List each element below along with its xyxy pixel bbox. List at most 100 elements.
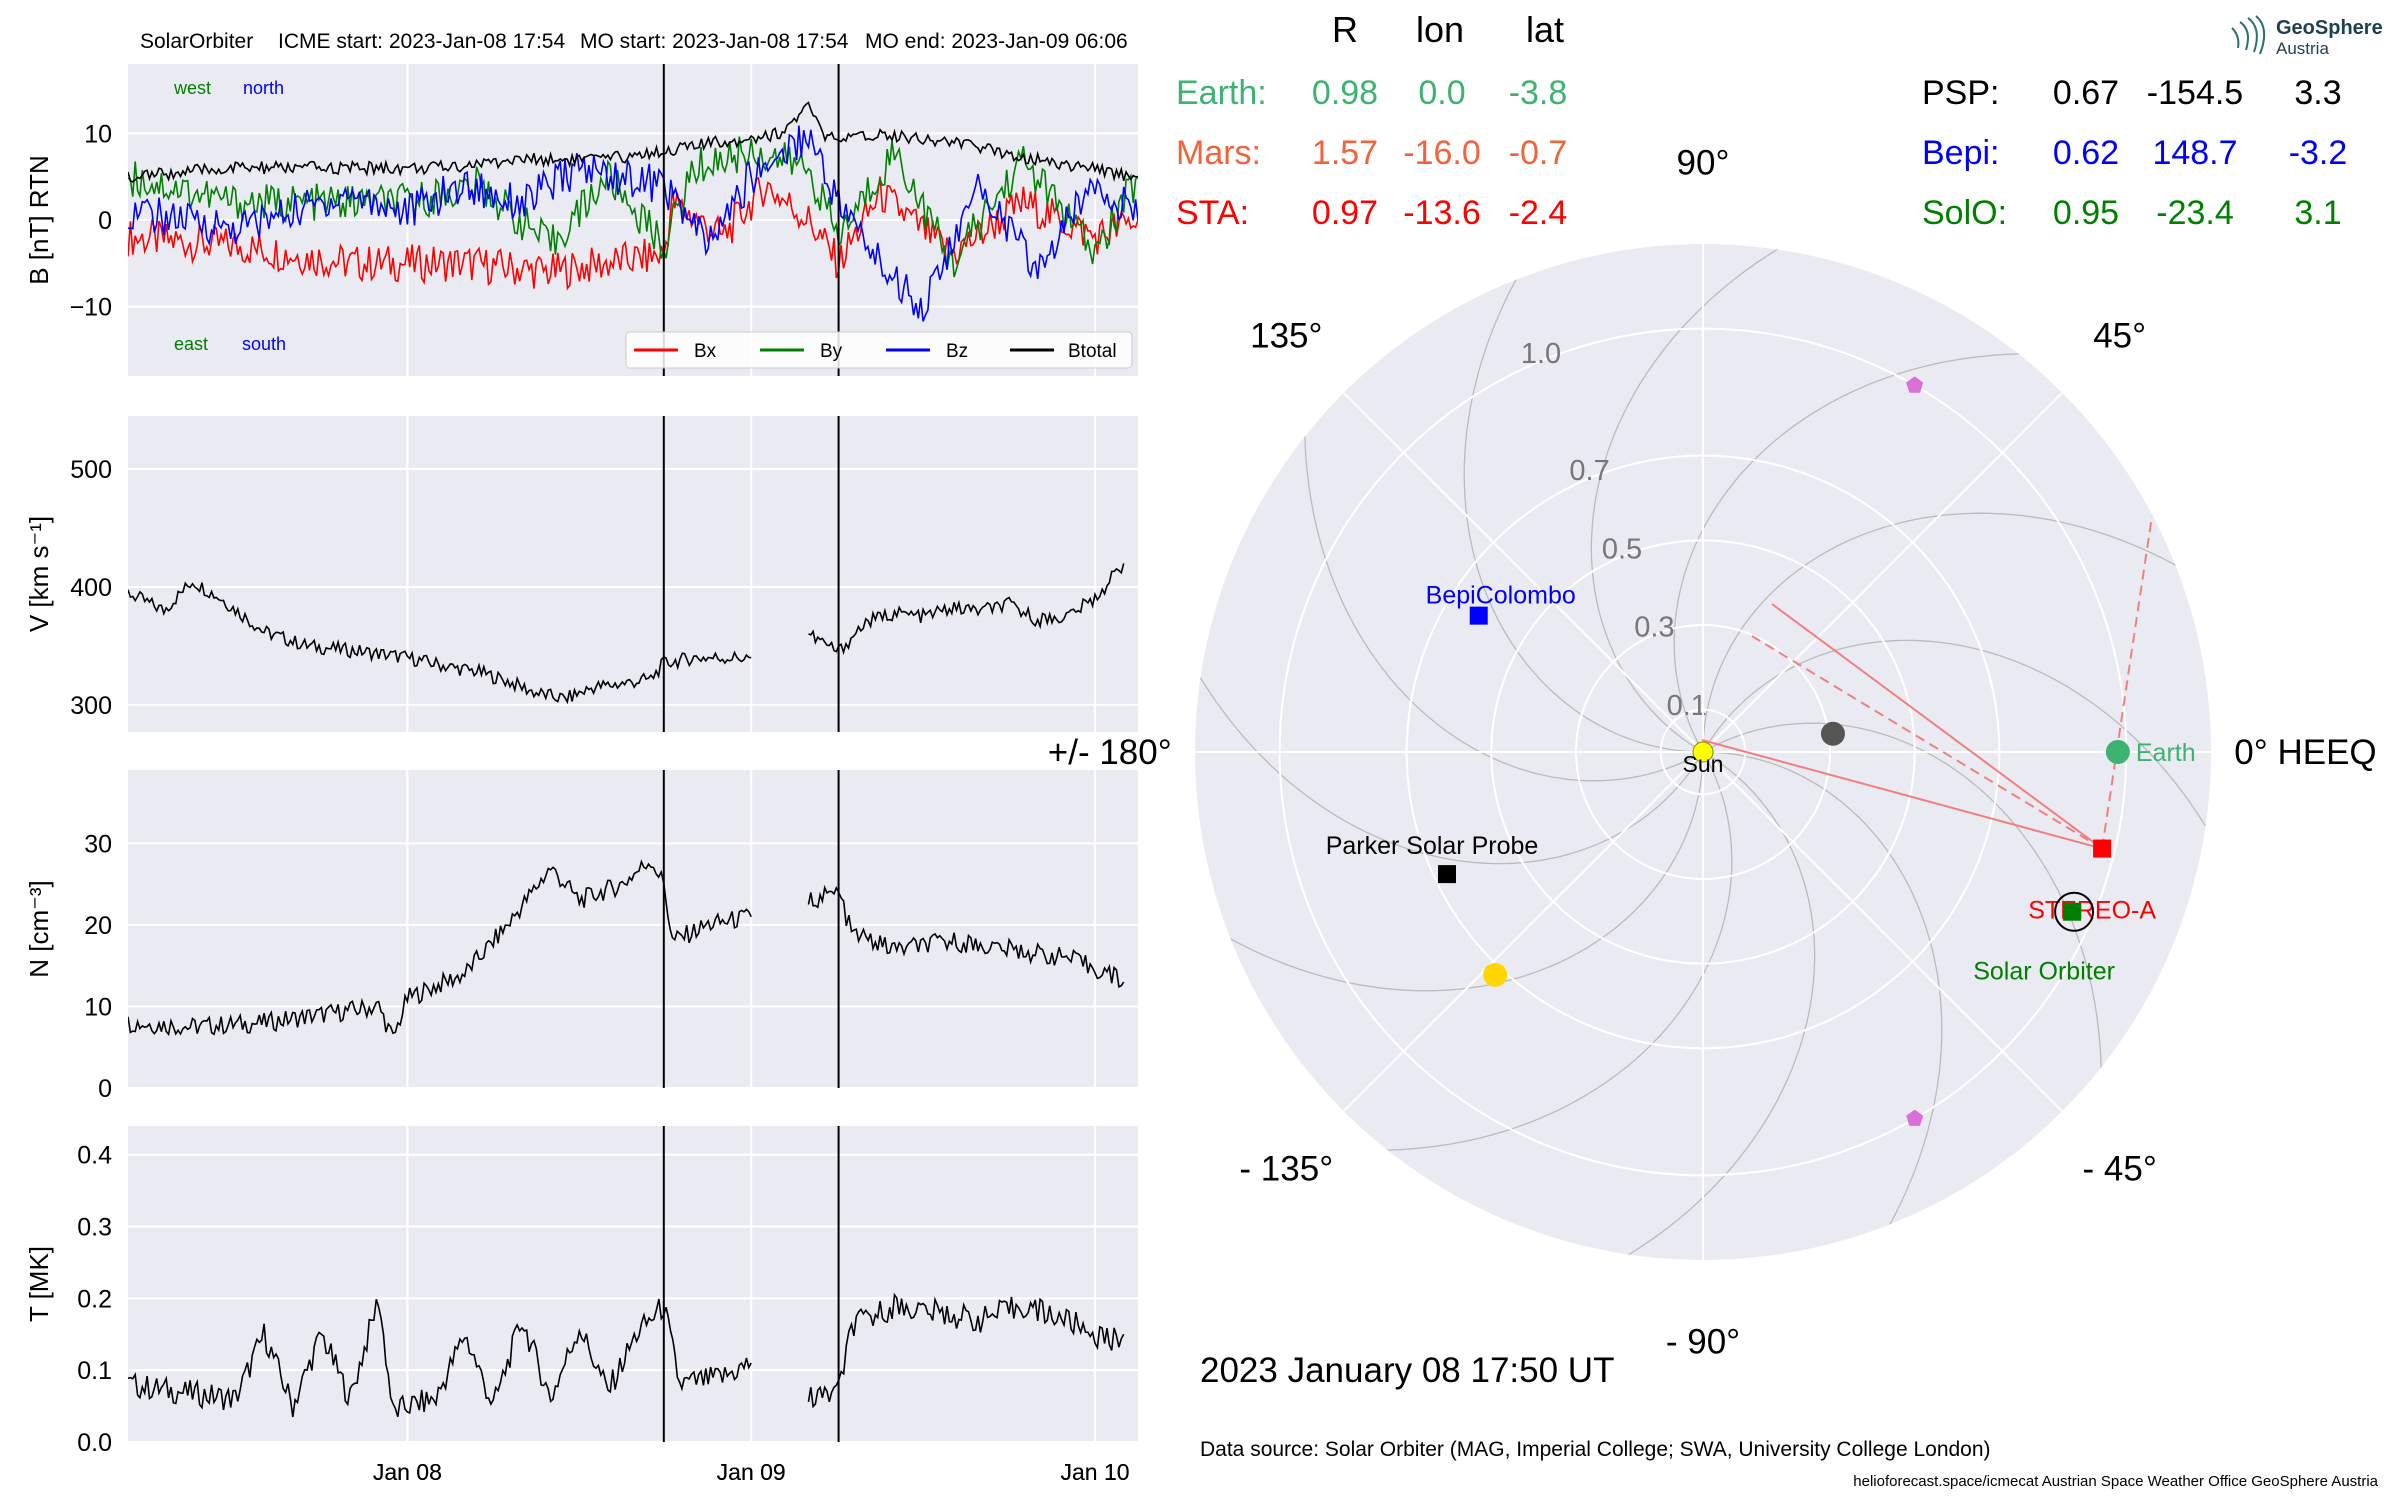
table-row-lon: 148.7 [2152, 134, 2237, 172]
series-t [128, 1298, 752, 1418]
y-tick-label: 0.2 [77, 1285, 112, 1313]
angle-label: +/- 180° [1048, 733, 1172, 772]
table-row-r: 0.98 [1312, 74, 1378, 112]
object-marker [2093, 839, 2112, 858]
table-row-r: 1.57 [1312, 134, 1378, 172]
object-l5 [1906, 1109, 1924, 1126]
r-tick-label: 0.5 [1602, 533, 1642, 565]
angle-label: - 135° [1239, 1150, 1333, 1189]
table-row-r: 0.95 [2053, 194, 2119, 232]
object-marker [2063, 902, 2082, 921]
solo-highlight-ring [2054, 891, 2095, 932]
table-row-lat: -0.7 [1509, 134, 1568, 172]
angle-label: - 45° [2083, 1150, 2157, 1189]
panel-background [128, 770, 1138, 1088]
table-header-lon: lon [1416, 9, 1464, 50]
table-row-lat: 3.1 [2294, 194, 2341, 232]
x-tick-label: Jan 10 [1060, 1459, 1129, 1485]
table-row-lat: -3.2 [2289, 134, 2348, 172]
r-tick-label: 0.7 [1569, 455, 1609, 487]
angle-label: 90° [1677, 144, 1730, 183]
y-tick-label: 0.3 [77, 1214, 112, 1242]
object-earth: Earth [2105, 739, 2196, 767]
r-tick-label: 1.0 [1521, 338, 1561, 370]
object-label: Earth [2136, 739, 2196, 767]
legend: Bx By Bz Btotal [625, 331, 1133, 369]
table-header-r: R [1332, 9, 1358, 50]
x-tick-label: Jan 08 [373, 1459, 442, 1485]
annotation-south: south [242, 334, 286, 354]
series-bz [128, 125, 1138, 322]
object-marker [2105, 740, 2130, 764]
object-marker [1820, 721, 1845, 746]
table-row-name: PSP: [1922, 74, 1999, 112]
panel-temperature: 0.4 0.3 0.2 0.1 0.0 T [MK] Jan 08 Jan 09 Jan 10 [24, 1126, 1138, 1485]
table-row-r: 0.62 [2053, 134, 2119, 172]
fov-line [1701, 739, 2103, 850]
legend-label: Bz [946, 341, 968, 362]
table-row-name: SolO: [1922, 194, 2007, 232]
geosphere-logo: GeoSphere Austria [2231, 15, 2383, 58]
stereo-a-fov-lines [1701, 515, 2153, 850]
object-mercury [1820, 721, 1845, 746]
table-row-lon: -23.4 [2156, 194, 2234, 232]
table-row-lon: -13.6 [1403, 194, 1481, 232]
object-marker [1469, 606, 1488, 625]
y-tick-label: 300 [70, 692, 112, 720]
logo-line2: Austria [2276, 39, 2329, 58]
time-series-panels: 10 0 −10 B [nT] RTN Jan 08 Jan 09 Jan 10 west no… [24, 64, 1138, 1485]
data-source: Data source: Solar Orbiter (MAG, Imperia… [1200, 1438, 1991, 1461]
legend-label: Btotal [1068, 341, 1117, 362]
x-tick-label: Jan 10 [1060, 1459, 1129, 1485]
logo-line1: GeoSphere [2276, 17, 2383, 39]
polar-position-plot: 0.1 0.3 0.5 0.7 1.0 0° HEEQ 45° 90° 135° +/- 180°… [1048, 144, 2377, 1362]
polar-grid-spoke [1343, 392, 1704, 753]
y-axis-label: B [nT] RTN [24, 155, 54, 285]
series-bx [128, 176, 1138, 291]
header-icme-start: ICME start: 2023-Jan-08 17:54 [278, 30, 565, 53]
table-row-lon: 0.0 [1418, 74, 1465, 112]
object-bepicolombo: BepiColombo [1426, 582, 1576, 625]
series-n2 [807, 884, 1125, 988]
series-btotal [128, 101, 1138, 183]
object-marker [1437, 865, 1456, 884]
y-axis-label: V [km s⁻¹] [24, 516, 54, 632]
object-sun: Sun [1683, 741, 1724, 777]
header-mo-start: MO start: 2023-Jan-08 17:54 [580, 30, 849, 53]
object-parker-solar-probe: Parker Solar Probe [1326, 832, 1538, 884]
series-n [128, 859, 752, 1037]
panel-magnetic_field: 10 0 −10 B [nT] RTN Jan 08 Jan 09 Jan 10 west no… [24, 64, 1138, 1485]
table-row-r: 0.67 [2053, 74, 2119, 112]
panel-speed: 500 400 300 V [km s⁻¹] [24, 416, 1138, 732]
header-mo-end: MO end: 2023-Jan-09 06:06 [865, 30, 1128, 53]
y-tick-label: 0.1 [77, 1357, 112, 1385]
legend-label: Bx [694, 341, 717, 362]
y-axis-label: N [cm⁻³] [24, 880, 54, 978]
series-by [128, 136, 1138, 278]
y-tick-label: 10 [84, 120, 112, 148]
y-tick-label: 0.0 [77, 1429, 112, 1457]
polar-grid-spoke [1702, 392, 2063, 753]
geosphere-swirl-icon [2231, 15, 2266, 55]
object-marker [1483, 962, 1508, 987]
x-tick-label: Jan 09 [717, 1459, 786, 1485]
polar-grid-spoke [1702, 751, 2063, 1112]
y-tick-label: 10 [84, 993, 112, 1021]
series-v2 [808, 563, 1125, 656]
object-label: Sun [1683, 751, 1724, 777]
object-l4 [1906, 376, 1924, 393]
panel-background [128, 1126, 1138, 1442]
table-row-lat: -3.8 [1509, 74, 1568, 112]
r-tick-label: 0.1 [1667, 690, 1707, 722]
fov-line [1771, 603, 2103, 850]
y-tick-label: −10 [70, 294, 112, 322]
table-row-lat: 3.3 [2294, 74, 2341, 112]
table-row-name: STA: [1176, 194, 1249, 232]
y-tick-label: 400 [70, 574, 112, 602]
table-header-lat: lat [1526, 9, 1564, 50]
table-row-lon: -154.5 [2147, 74, 2243, 112]
series-v [128, 581, 752, 705]
table-row-lon: -16.0 [1403, 134, 1481, 172]
